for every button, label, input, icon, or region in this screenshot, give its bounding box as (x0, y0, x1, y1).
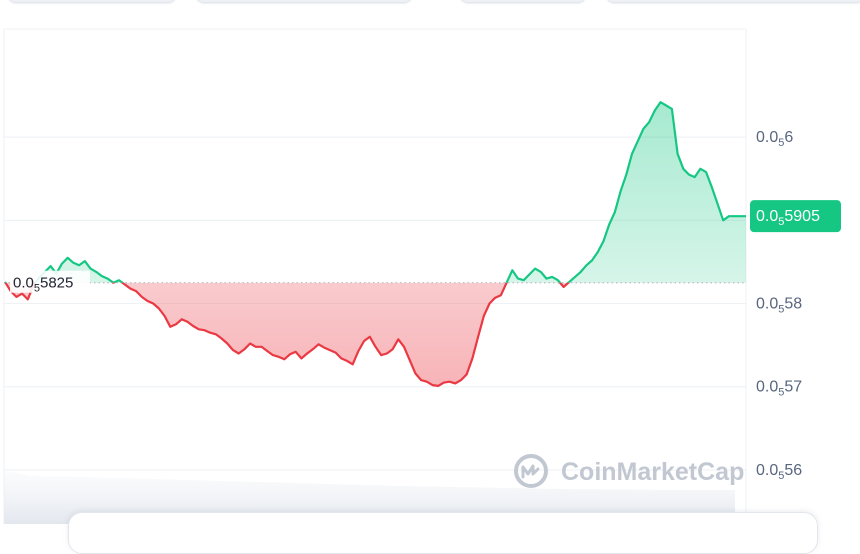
volume-band (4, 470, 735, 524)
grid (4, 136, 746, 471)
y-tick-label: 0.0558 (756, 296, 802, 316)
current-price-badge: 0.055905 (750, 200, 841, 233)
tab-2[interactable] (196, 0, 412, 2)
bottom-card (68, 512, 818, 554)
reference-price-label: 0.055825 (10, 270, 90, 295)
y-tick-label: 0.0556 (756, 462, 802, 482)
y-tick-label: 0.056 (756, 129, 793, 149)
watermark-text: CoinMarketCap (561, 458, 744, 486)
price-line-above-reference (4, 101, 746, 283)
current-price-text: 0.055905 (756, 208, 820, 228)
price-line-below-reference (4, 282, 571, 387)
price-chart: CoinMarketCap 0.055825 0.05560.05570.055… (3, 28, 841, 524)
area-fill-above-reference (5, 102, 746, 283)
tab-4[interactable] (606, 0, 860, 2)
y-axis: 0.0556 0.0557 0.0558 0.056 (756, 129, 802, 482)
y-tick-label: 0.0557 (756, 379, 802, 399)
watermark: CoinMarketCap (514, 454, 744, 488)
tab-3[interactable] (460, 0, 586, 2)
tab-1[interactable] (8, 0, 176, 2)
area-fill-below-reference (5, 282, 569, 386)
reference-price-text: 0.055825 (13, 275, 73, 295)
coinmarketcap-logo-icon (514, 454, 548, 488)
